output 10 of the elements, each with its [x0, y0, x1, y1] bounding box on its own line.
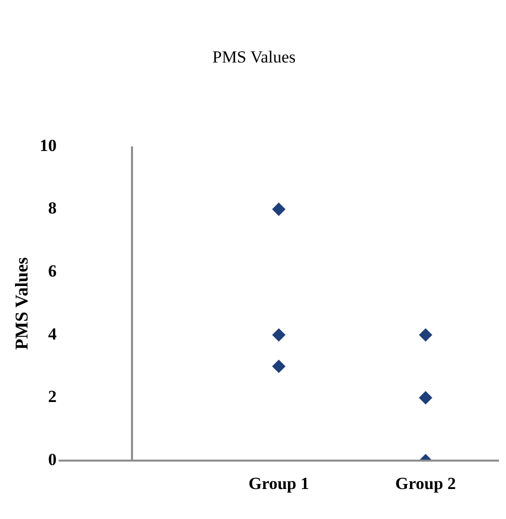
y-tick-label: 4 [48, 324, 58, 344]
x-tick-label: Group 2 [395, 474, 456, 494]
y-tick-label: 8 [48, 198, 57, 218]
y-tick-label: 2 [48, 387, 57, 406]
y-tick-label: 10 [40, 136, 57, 155]
y-axis-title: PMS Values [11, 257, 32, 350]
chart-title: PMS Values [212, 48, 296, 67]
y-tick-label: 6 [48, 261, 57, 280]
x-tick-label: Group 1 [248, 474, 310, 494]
y-tick-label: 0 [48, 450, 57, 469]
